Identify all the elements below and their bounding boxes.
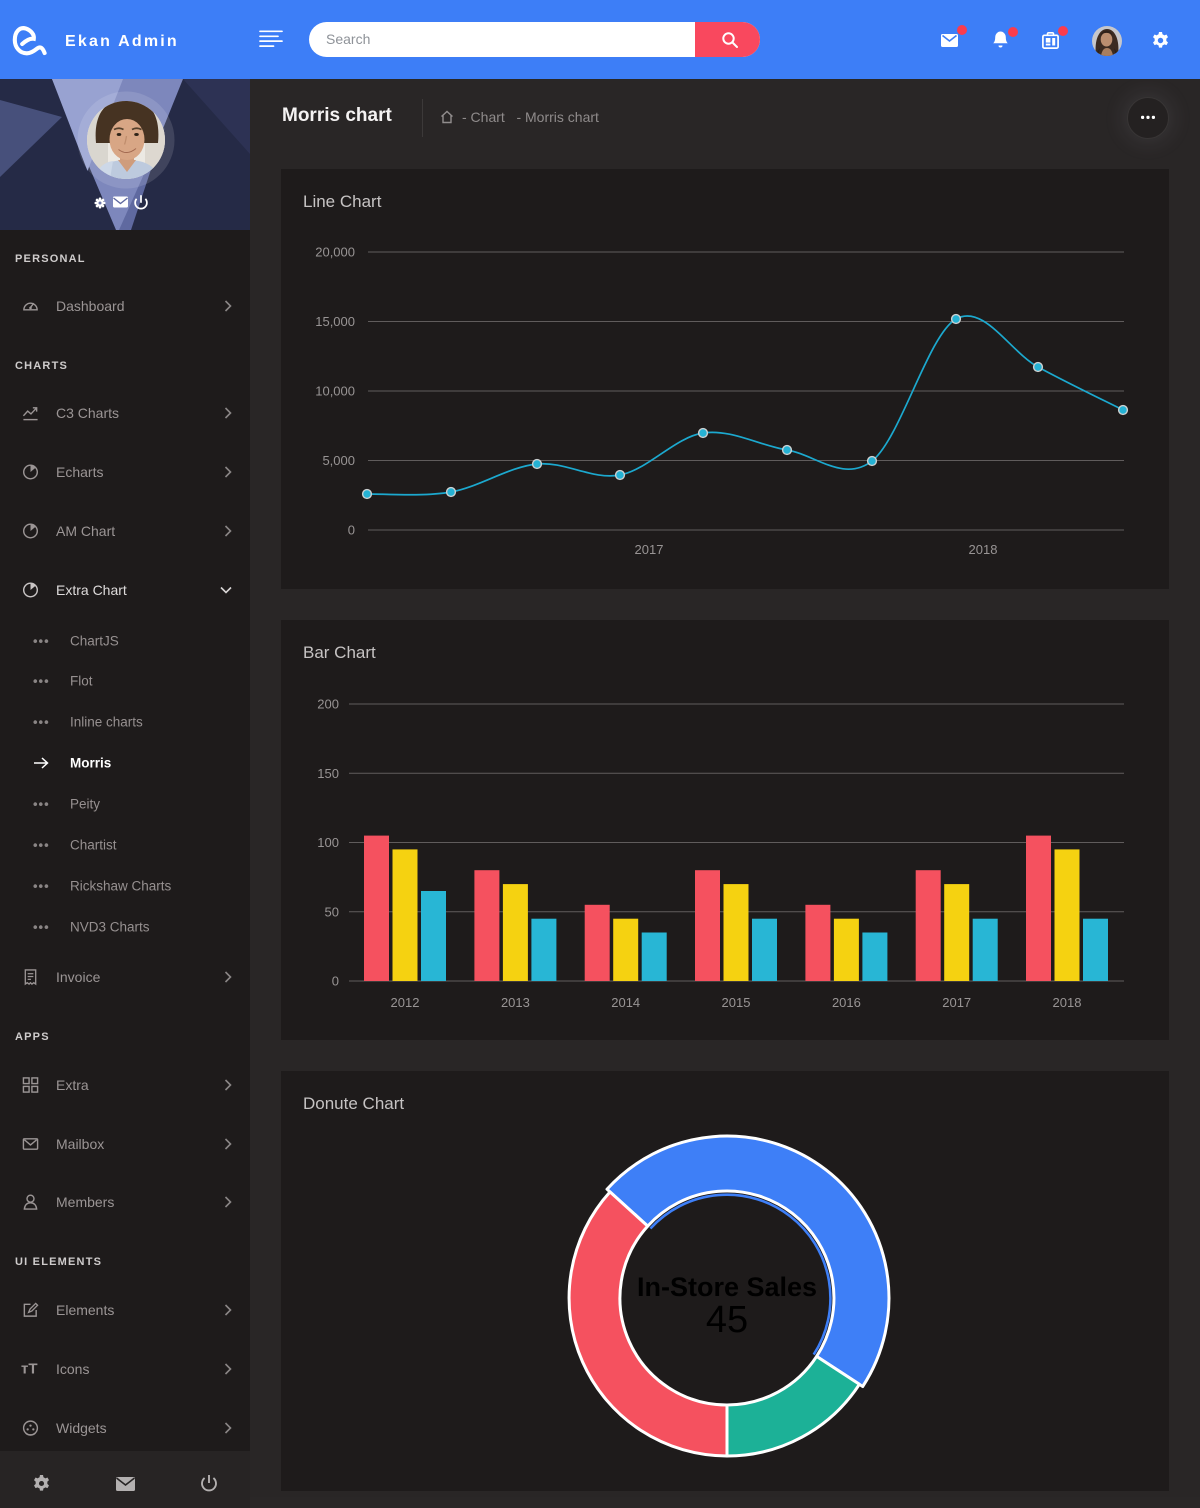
svg-text:2016: 2016: [832, 995, 861, 1010]
svg-text:2018: 2018: [969, 542, 998, 557]
svg-text:2014: 2014: [611, 995, 640, 1010]
svg-text:0: 0: [348, 523, 355, 538]
svg-text:2012: 2012: [391, 995, 420, 1010]
svg-text:100: 100: [317, 835, 339, 850]
svg-text:In-Store Sales: In-Store Sales: [637, 1272, 817, 1302]
svg-text:200: 200: [317, 697, 339, 712]
svg-text:20,000: 20,000: [315, 245, 355, 260]
svg-text:2017: 2017: [942, 995, 971, 1010]
svg-text:0: 0: [332, 974, 339, 989]
svg-text:2017: 2017: [635, 542, 664, 557]
svg-text:2013: 2013: [501, 995, 530, 1010]
svg-text:15,000: 15,000: [315, 314, 355, 329]
svg-text:2018: 2018: [1053, 995, 1082, 1010]
svg-text:45: 45: [706, 1299, 748, 1341]
svg-text:10,000: 10,000: [315, 384, 355, 399]
svg-text:5,000: 5,000: [322, 453, 355, 468]
svg-text:150: 150: [317, 766, 339, 781]
svg-text:50: 50: [325, 904, 339, 919]
svg-text:2015: 2015: [722, 995, 751, 1010]
